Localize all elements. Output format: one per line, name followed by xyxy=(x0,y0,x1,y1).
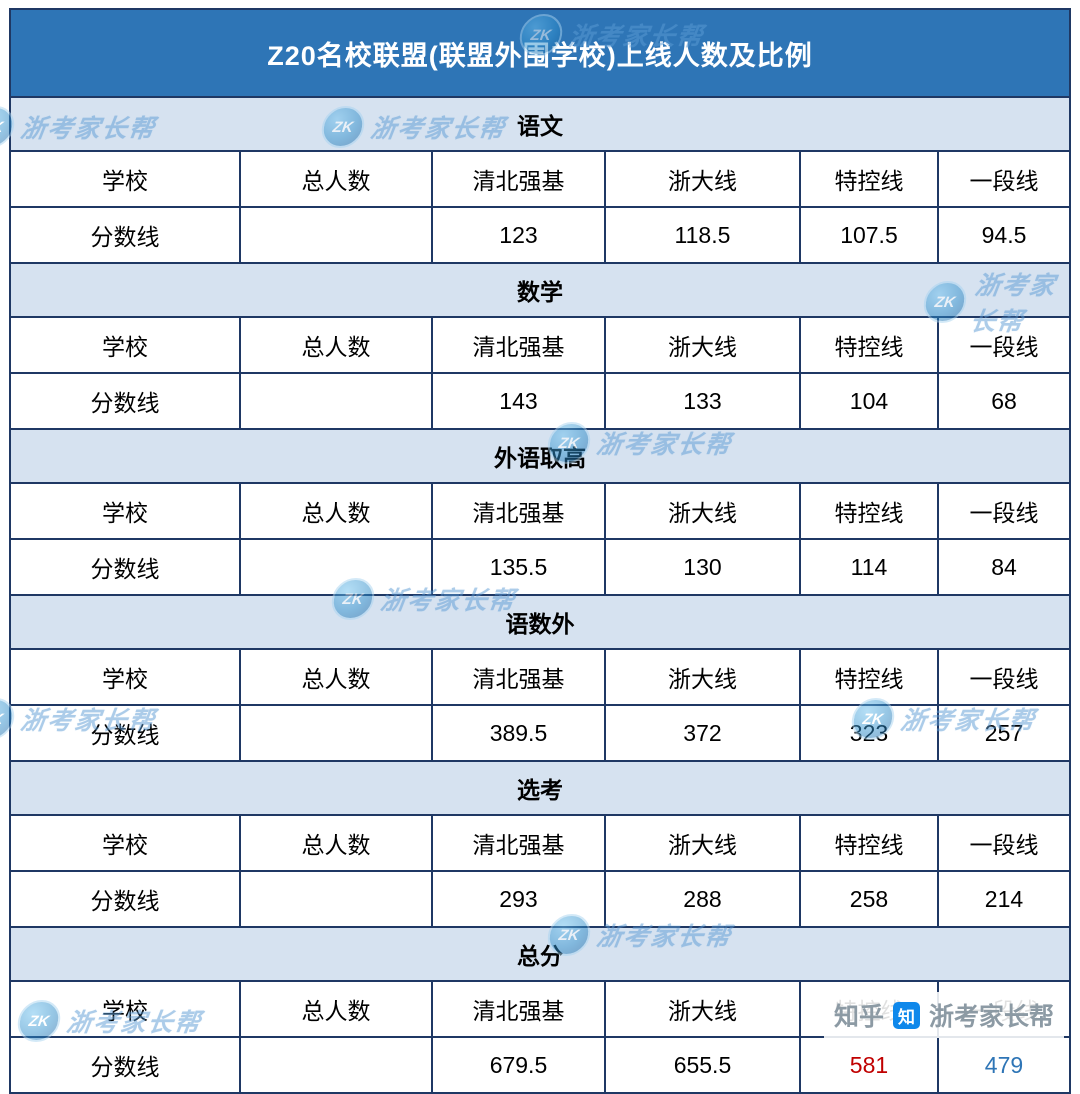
column-header: 总人数 xyxy=(238,648,433,706)
column-header: 浙大线 xyxy=(603,316,801,374)
column-header: 特控线 xyxy=(798,980,939,1038)
score-cell: 133 xyxy=(603,372,801,430)
column-header: 学校 xyxy=(8,316,241,374)
column-header-row: 学校 总人数 清北强基 浙大线 特控线 一段线 xyxy=(8,648,1072,706)
score-cell: 679.5 xyxy=(430,1036,606,1094)
score-cell: 118.5 xyxy=(603,206,801,264)
score-cell: 143 xyxy=(430,372,606,430)
score-cell: 123 xyxy=(430,206,606,264)
column-header: 总人数 xyxy=(238,980,433,1038)
column-header: 总人数 xyxy=(238,814,433,872)
column-header: 浙大线 xyxy=(603,150,801,208)
score-cell: 288 xyxy=(603,870,801,928)
score-row: 分数线 143 133 104 68 xyxy=(8,372,1072,430)
section-title: 选考 xyxy=(8,760,1072,816)
column-header: 总人数 xyxy=(238,316,433,374)
column-header: 清北强基 xyxy=(430,980,606,1038)
column-header: 浙大线 xyxy=(603,648,801,706)
row-label: 分数线 xyxy=(8,870,241,928)
score-cell: 372 xyxy=(603,704,801,762)
empty-cell xyxy=(238,372,433,430)
section-header-row: 总分 xyxy=(8,926,1072,982)
score-row: 分数线 123 118.5 107.5 94.5 xyxy=(8,206,1072,264)
column-header: 浙大线 xyxy=(603,482,801,540)
column-header: 一段线 xyxy=(936,316,1072,374)
row-label: 分数线 xyxy=(8,206,241,264)
empty-cell xyxy=(238,704,433,762)
column-header: 特控线 xyxy=(798,814,939,872)
column-header-row: 学校 总人数 清北强基 浙大线 特控线 一段线 xyxy=(8,814,1072,872)
column-header: 特控线 xyxy=(798,316,939,374)
empty-cell xyxy=(238,870,433,928)
column-header: 一段线 xyxy=(936,150,1072,208)
table-title: Z20名校联盟(联盟外围学校)上线人数及比例 xyxy=(8,8,1072,98)
score-row: 分数线 135.5 130 114 84 xyxy=(8,538,1072,596)
empty-cell xyxy=(238,206,433,264)
score-cell-highlight-blue: 479 xyxy=(936,1036,1072,1094)
column-header-row: 学校 总人数 清北强基 浙大线 特控线 一段线 xyxy=(8,980,1072,1038)
score-cell: 214 xyxy=(936,870,1072,928)
section-header-row: 选考 xyxy=(8,760,1072,816)
table-title-row: Z20名校联盟(联盟外围学校)上线人数及比例 xyxy=(8,8,1072,98)
score-cell: 107.5 xyxy=(798,206,939,264)
column-header: 清北强基 xyxy=(430,814,606,872)
section-header-row: 语文 xyxy=(8,96,1072,152)
column-header: 一段线 xyxy=(936,648,1072,706)
section-title: 总分 xyxy=(8,926,1072,982)
score-row: 分数线 679.5 655.5 581 479 xyxy=(8,1036,1072,1094)
score-cell: 258 xyxy=(798,870,939,928)
column-header-row: 学校 总人数 清北强基 浙大线 特控线 一段线 xyxy=(8,316,1072,374)
score-cell: 323 xyxy=(798,704,939,762)
score-cell: 94.5 xyxy=(936,206,1072,264)
column-header: 清北强基 xyxy=(430,482,606,540)
score-table: Z20名校联盟(联盟外围学校)上线人数及比例 语文 学校 总人数 清北强基 浙大… xyxy=(8,8,1072,1094)
column-header: 学校 xyxy=(8,482,241,540)
column-header: 清北强基 xyxy=(430,150,606,208)
empty-cell xyxy=(238,538,433,596)
score-cell: 389.5 xyxy=(430,704,606,762)
section-header-row: 数学 xyxy=(8,262,1072,318)
score-row: 分数线 293 288 258 214 xyxy=(8,870,1072,928)
column-header: 学校 xyxy=(8,814,241,872)
section-title: 外语取高 xyxy=(8,428,1072,484)
score-cell-highlight-red: 581 xyxy=(798,1036,939,1094)
column-header: 浙大线 xyxy=(603,814,801,872)
score-cell: 655.5 xyxy=(603,1036,801,1094)
row-label: 分数线 xyxy=(8,538,241,596)
score-cell: 130 xyxy=(603,538,801,596)
score-cell: 84 xyxy=(936,538,1072,596)
score-cell: 293 xyxy=(430,870,606,928)
row-label: 分数线 xyxy=(8,1036,241,1094)
section-header-row: 外语取高 xyxy=(8,428,1072,484)
column-header-row: 学校 总人数 清北强基 浙大线 特控线 一段线 xyxy=(8,482,1072,540)
score-cell: 68 xyxy=(936,372,1072,430)
column-header: 一段线 xyxy=(936,980,1072,1038)
score-cell: 135.5 xyxy=(430,538,606,596)
empty-cell xyxy=(238,1036,433,1094)
column-header: 一段线 xyxy=(936,814,1072,872)
section-title: 语文 xyxy=(8,96,1072,152)
score-row: 分数线 389.5 372 323 257 xyxy=(8,704,1072,762)
column-header: 学校 xyxy=(8,150,241,208)
column-header: 总人数 xyxy=(238,482,433,540)
section-header-row: 语数外 xyxy=(8,594,1072,650)
column-header: 特控线 xyxy=(798,648,939,706)
column-header: 特控线 xyxy=(798,482,939,540)
section-title: 语数外 xyxy=(8,594,1072,650)
column-header: 清北强基 xyxy=(430,316,606,374)
column-header: 学校 xyxy=(8,980,241,1038)
column-header: 一段线 xyxy=(936,482,1072,540)
score-cell: 257 xyxy=(936,704,1072,762)
section-title: 数学 xyxy=(8,262,1072,318)
column-header-row: 学校 总人数 清北强基 浙大线 特控线 一段线 xyxy=(8,150,1072,208)
row-label: 分数线 xyxy=(8,704,241,762)
column-header: 特控线 xyxy=(798,150,939,208)
score-cell: 114 xyxy=(798,538,939,596)
column-header: 总人数 xyxy=(238,150,433,208)
row-label: 分数线 xyxy=(8,372,241,430)
column-header: 学校 xyxy=(8,648,241,706)
score-cell: 104 xyxy=(798,372,939,430)
column-header: 浙大线 xyxy=(603,980,801,1038)
column-header: 清北强基 xyxy=(430,648,606,706)
